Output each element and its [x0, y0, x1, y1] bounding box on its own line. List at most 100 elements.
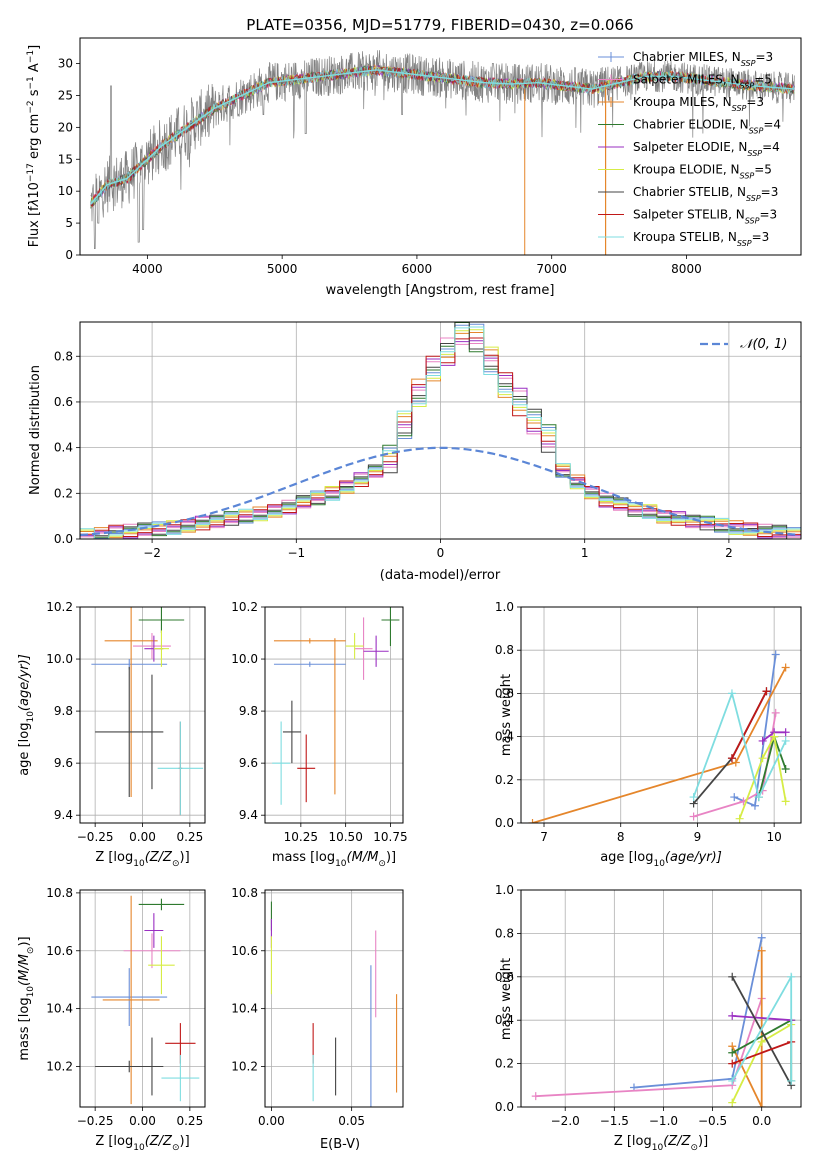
- weight-vs-z-xlabel-part: (Z/Z: [663, 1134, 691, 1149]
- mass-vs-z-plot: [91, 895, 200, 1105]
- legend-entry-text: Chabrier MILES, N: [633, 50, 741, 64]
- age-vs-z-ytick-label: 9.6: [54, 756, 73, 770]
- weight-line-kroupa-elodie: [738, 733, 787, 820]
- weight-marker: [728, 1098, 737, 1107]
- legend-entry-text: Salpeter MILES, N: [633, 73, 740, 87]
- weight-marker: [770, 732, 779, 741]
- mass-vs-z-ytick-label: 10.8: [46, 886, 73, 900]
- legend-entry: Kroupa MILES, NSSP=3: [633, 95, 764, 113]
- legend-entry-eq: =3: [755, 50, 773, 64]
- weight-marker: [757, 933, 766, 942]
- weight-vs-age-ytick-label: 1.0: [495, 600, 514, 614]
- residuals-xtick-label: −1: [287, 546, 305, 560]
- weight-marker: [781, 736, 790, 745]
- mass-vs-ebv-xtick-label: 0.00: [258, 1114, 285, 1128]
- age-vs-mass-ytick-label: 9.6: [239, 756, 258, 770]
- legend-entry-eq: =5: [754, 163, 772, 177]
- legend-entry-eq: =5: [754, 73, 772, 87]
- weight-vs-z-xtick-label: −0.5: [698, 1114, 727, 1128]
- weight-vs-z-xtick-label: −1.5: [600, 1114, 629, 1128]
- weight-vs-z-ytick-label: 1.0: [495, 883, 514, 897]
- weight-line-salpeter-miles: [693, 712, 777, 818]
- legend-entry-sub: SSP: [747, 149, 762, 158]
- residuals-xtick-label: 1: [581, 546, 589, 560]
- weight-marker: [689, 812, 698, 821]
- legend-entry-eq: =4: [762, 140, 780, 154]
- spectrum-ylabel-part: Flux [f: [27, 206, 42, 247]
- weight-vs-age-plot: [528, 650, 790, 823]
- weight-marker: [728, 1076, 737, 1085]
- mass-vs-z-frame: [79, 889, 206, 1108]
- age-vs-z-xlabel-part: (Z/Z: [145, 850, 173, 865]
- legend-entry: Salpeter STELIB, NSSP=3: [633, 208, 777, 226]
- legend-entry-text: Chabrier STELIB, N: [633, 185, 746, 199]
- spectrum-title: PLATE=0356, MJD=51779, FIBERID=0430, z=0…: [246, 16, 633, 34]
- age-vs-z-ytick-label: 10.2: [46, 600, 73, 614]
- legend-entry-eq: =3: [746, 95, 764, 109]
- mass-vs-z-xlabel: Z [log10(Z/Z⊙)]: [95, 1134, 189, 1153]
- residuals-xtick-label: −2: [143, 546, 161, 560]
- legend-entry-sub: SSP: [737, 239, 752, 248]
- legend-entry-sub: SSP: [741, 59, 756, 68]
- age-vs-mass-frame: [264, 606, 404, 824]
- spectrum-xlabel: wavelength [Angstrom, rest frame]: [326, 283, 555, 298]
- mass-vs-z-ylabel-part: 10: [26, 986, 36, 998]
- age-vs-z-xlabel-part: Z [log: [95, 850, 133, 865]
- spectrum-ylabel-part: s: [27, 89, 42, 100]
- age-vs-z-ylabel-part: age [log: [17, 723, 32, 776]
- weight-vs-z-xtick-label: −1.0: [649, 1114, 678, 1128]
- age-vs-z-xtick-label: 0.25: [176, 830, 203, 844]
- weight-marker: [758, 754, 767, 763]
- weight-marker: [727, 754, 736, 763]
- legend-entry-sub: SSP: [749, 126, 764, 135]
- age-vs-z-ytick-label: 10.0: [46, 652, 73, 666]
- residuals-xlabel: (data-model)/error: [380, 568, 501, 583]
- age-vs-mass-ytick-label: 9.4: [239, 808, 258, 822]
- mass-vs-ebv-plot: [270, 901, 398, 1107]
- legend-entry: Chabrier MILES, NSSP=3: [633, 50, 773, 68]
- weight-marker: [735, 814, 744, 823]
- model-spectrum-salpeter-stelib: [90, 66, 795, 208]
- weight-marker: [781, 765, 790, 773]
- legend-entry-eq: =3: [752, 230, 770, 244]
- residuals-ytick-label: 0.8: [54, 349, 73, 363]
- weight-marker: [689, 793, 698, 802]
- age-vs-mass-xlabel-part: )]: [386, 850, 396, 865]
- mass-vs-z-ytick-label: 10.6: [46, 944, 73, 958]
- age-vs-z-xtick-label: −0.25: [77, 830, 114, 844]
- weight-vs-z-xlabel-part: )]: [698, 1134, 708, 1149]
- weight-marker: [728, 1048, 737, 1057]
- mass-vs-ebv-ytick-label: 10.6: [231, 944, 258, 958]
- weight-marker: [787, 972, 796, 981]
- age-vs-z-ytick-label: 9.4: [54, 808, 73, 822]
- weight-vs-age-xtick-label: 7: [540, 830, 548, 844]
- weight-line-kroupa-miles: [731, 950, 763, 1107]
- mass-vs-ebv-ytick-label: 10.4: [231, 1002, 258, 1016]
- mass-vs-z-xlabel-part: )]: [180, 1134, 190, 1149]
- legend-entry: Chabrier ELODIE, NSSP=4: [633, 118, 781, 136]
- weight-vs-z-ytick-label: 0.2: [495, 1057, 514, 1071]
- spectrum-ytick-label: 20: [58, 120, 73, 134]
- weight-vs-age-xtick-label: 10: [767, 830, 782, 844]
- mass-vs-z-xlabel-part: ⊙: [172, 1143, 180, 1153]
- legend-entry-text: Chabrier ELODIE, N: [633, 118, 749, 132]
- legend-entry: Chabrier STELIB, NSSP=3: [633, 185, 778, 203]
- spectrum-ylabel-part: 10: [27, 182, 42, 199]
- mass-vs-ebv-frame: [264, 889, 404, 1108]
- age-vs-z-xlabel: Z [log10(Z/Z⊙)]: [95, 850, 189, 869]
- weight-line-chabrier-miles: [633, 937, 763, 1089]
- weight-vs-z-ytick-label: 0.8: [495, 926, 514, 940]
- weight-marker: [757, 1103, 766, 1107]
- residuals-ytick-label: 0.6: [54, 395, 73, 409]
- weight-vs-age-ytick-label: 0.0: [495, 816, 514, 830]
- weight-marker: [781, 663, 790, 672]
- mass-vs-z-ylabel-part: (M/M: [17, 954, 32, 986]
- legend-entry-text: Salpeter ELODIE, N: [633, 140, 747, 154]
- age-vs-mass-xtick-label: 10.50: [328, 830, 362, 844]
- model-spectrum-top: [90, 69, 795, 205]
- weight-marker: [728, 1059, 737, 1068]
- weight-vs-age-xlabel: age [log10(age/yr)]: [600, 850, 722, 869]
- spectrum-ylabel-part: λ: [27, 199, 42, 208]
- spectrum-plot: [90, 50, 795, 255]
- weight-vs-age-xlabel-part: (age/yr)]: [665, 850, 722, 865]
